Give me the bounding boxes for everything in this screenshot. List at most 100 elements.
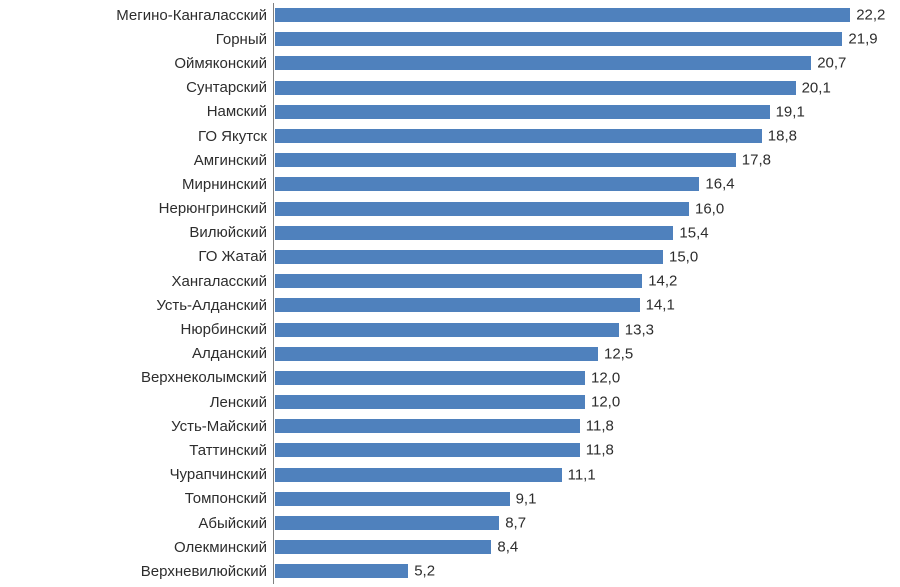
bar	[274, 563, 409, 579]
category-label: Таттинский	[0, 442, 273, 459]
plot-area: 12,0	[273, 366, 884, 390]
category-label: Горный	[0, 31, 273, 48]
value-label: 12,5	[598, 345, 633, 362]
plot-area: 13,3	[273, 317, 884, 341]
value-label: 20,1	[796, 79, 831, 96]
category-label: Оймяконский	[0, 55, 273, 72]
plot-area: 12,5	[273, 342, 884, 366]
bar	[274, 346, 599, 362]
plot-area: 11,8	[273, 438, 884, 462]
bar	[274, 80, 797, 96]
bar	[274, 104, 771, 120]
chart-row: ГО Якутск 18,8	[0, 124, 884, 148]
plot-area: 16,4	[273, 172, 884, 196]
category-label: Мирнинский	[0, 176, 273, 193]
value-label: 16,4	[699, 176, 734, 193]
category-label: Абыйский	[0, 515, 273, 532]
bar	[274, 55, 812, 71]
bar	[274, 418, 581, 434]
plot-area: 20,1	[273, 76, 884, 100]
category-label: Намский	[0, 103, 273, 120]
chart-row: Таттинский 11,8	[0, 438, 884, 462]
chart-row: Сунтарский20,1	[0, 76, 884, 100]
chart-row: Мегино-Кангаласский 22,2	[0, 3, 884, 27]
category-label: ГО Якутск	[0, 128, 273, 145]
category-label: Усть-Алданский	[0, 297, 273, 314]
value-label: 18,8	[762, 128, 797, 145]
category-label: Алданский	[0, 345, 273, 362]
category-label: ГО Жатай	[0, 248, 273, 265]
value-label: 15,4	[673, 224, 708, 241]
category-label: Чурапчинский	[0, 466, 273, 483]
chart-row: Оймяконский 20,7	[0, 51, 884, 75]
plot-area: 17,8	[273, 148, 884, 172]
chart-row: Верхневилюйский 5,2	[0, 559, 884, 583]
chart-row: Чурапчинский11,1	[0, 463, 884, 487]
chart-row: Усть-Алданский 14,1	[0, 293, 884, 317]
value-label: 15,0	[663, 248, 698, 265]
chart-row: Амгинский 17,8	[0, 148, 884, 172]
plot-area: 15,4	[273, 221, 884, 245]
bar	[274, 128, 763, 144]
chart-row: Вилюйский 15,4	[0, 221, 884, 245]
chart-row: Олекминский 8,4	[0, 535, 884, 559]
horizontal-bar-chart: Мегино-Кангаласский 22,2 Горный 21,9 Оймякон…	[0, 0, 900, 587]
plot-area: 15,0	[273, 245, 884, 269]
plot-area: 11,8	[273, 414, 884, 438]
value-label: 14,1	[640, 297, 675, 314]
plot-area: 20,7	[273, 51, 884, 75]
value-label: 17,8	[736, 152, 771, 169]
value-label: 5,2	[408, 563, 435, 580]
chart-row: Верхнеколымский12,0	[0, 366, 884, 390]
bar	[274, 273, 643, 289]
chart-row: Томпонский 9,1	[0, 487, 884, 511]
plot-area: 8,7	[273, 511, 884, 535]
category-label: Мегино-Кангаласский	[0, 7, 273, 24]
plot-area: 19,1	[273, 100, 884, 124]
value-label: 8,4	[491, 539, 518, 556]
bar	[274, 322, 620, 338]
plot-area: 21,9	[273, 27, 884, 51]
category-label: Верхневилюйский	[0, 563, 273, 580]
bar	[274, 201, 690, 217]
bar	[274, 539, 492, 555]
value-label: 8,7	[499, 515, 526, 532]
value-label: 16,0	[689, 200, 724, 217]
plot-area: 22,2	[273, 3, 884, 27]
category-label: Верхнеколымский	[0, 369, 273, 386]
bar	[274, 31, 843, 47]
chart-row: Алданский 12,5	[0, 342, 884, 366]
bar	[274, 491, 511, 507]
chart-row: Абыйский 8,7	[0, 511, 884, 535]
plot-area: 18,8	[273, 124, 884, 148]
chart-row: Хангаласский 14,2	[0, 269, 884, 293]
category-label: Нерюнгринский	[0, 200, 273, 217]
category-label: Томпонский	[0, 490, 273, 507]
value-label: 14,2	[642, 273, 677, 290]
value-label: 12,0	[585, 394, 620, 411]
chart-row: Ленский 12,0	[0, 390, 884, 414]
plot-area: 14,2	[273, 269, 884, 293]
category-label: Нюрбинский	[0, 321, 273, 338]
bar	[274, 515, 500, 531]
category-label: Хангаласский	[0, 273, 273, 290]
bar	[274, 442, 581, 458]
value-label: 21,9	[842, 31, 877, 48]
chart-row: Нерюнгринский 16,0	[0, 197, 884, 221]
value-label: 11,8	[580, 442, 614, 459]
plot-area: 14,1	[273, 293, 884, 317]
bar	[274, 394, 586, 410]
category-label: Ленский	[0, 394, 273, 411]
plot-area: 16,0	[273, 197, 884, 221]
category-label: Олекминский	[0, 539, 273, 556]
category-label: Амгинский	[0, 152, 273, 169]
bar	[274, 297, 641, 313]
value-label: 19,1	[770, 103, 805, 120]
value-label: 9,1	[510, 490, 537, 507]
category-label: Вилюйский	[0, 224, 273, 241]
value-label: 20,7	[811, 55, 846, 72]
value-label: 22,2	[850, 7, 885, 24]
bar	[274, 467, 563, 483]
bar	[274, 370, 586, 386]
plot-area: 5,2	[273, 559, 884, 583]
